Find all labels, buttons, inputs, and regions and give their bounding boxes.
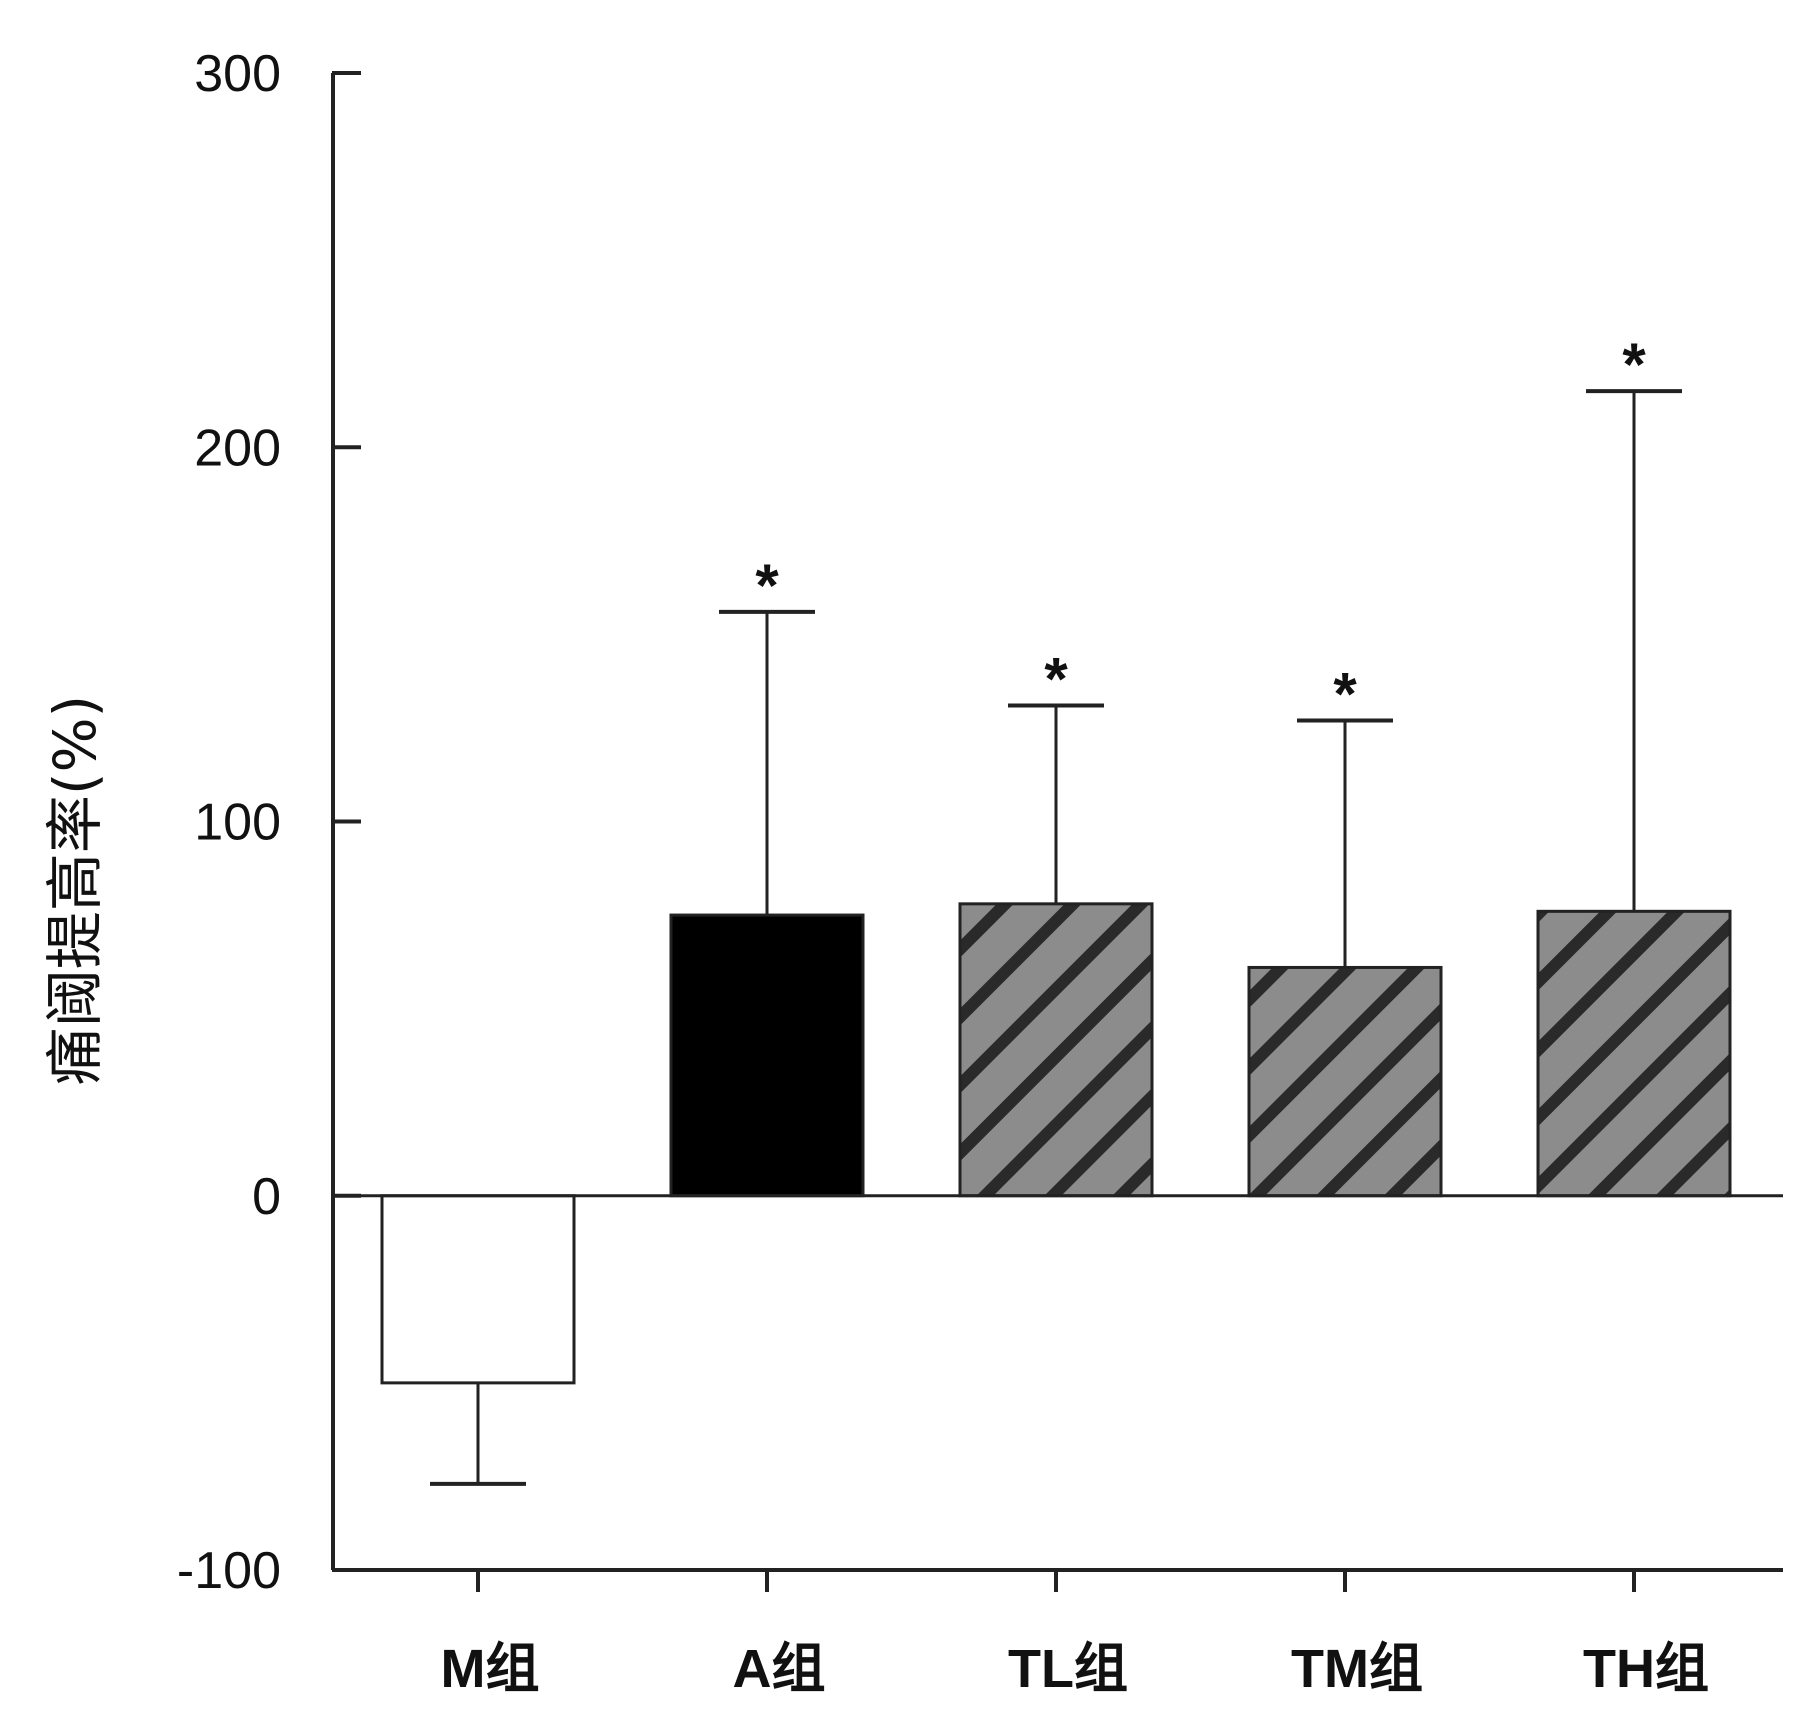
plot-area: -100 0 100 200 300 M组 A组 * TL组 * TM组 * TH组 * <box>177 45 1783 1699</box>
x-tick-label: TM组 <box>1291 1639 1423 1699</box>
y-tick-label: 0 <box>252 1168 281 1226</box>
y-tick-label: 200 <box>194 419 281 477</box>
bar <box>1247 965 1443 1198</box>
x-tick-label: TL组 <box>1008 1639 1128 1699</box>
y-axis-title: 痛阈提高率(%) <box>41 695 109 1085</box>
x-tick-label: M组 <box>441 1639 540 1699</box>
y-tick-label: 100 <box>194 794 281 852</box>
x-tick-label: A组 <box>733 1639 826 1699</box>
y-tick-label: 300 <box>194 45 281 103</box>
significance-label: * <box>1622 331 1646 398</box>
bar <box>958 902 1154 1198</box>
y-tick-label: -100 <box>177 1542 281 1600</box>
bar <box>1536 909 1732 1198</box>
bar <box>669 913 865 1198</box>
bar <box>380 1194 576 1385</box>
significance-label: * <box>1333 660 1357 727</box>
significance-label: * <box>755 552 779 619</box>
x-tick-label: TH组 <box>1583 1639 1709 1699</box>
significance-label: * <box>1044 645 1068 712</box>
